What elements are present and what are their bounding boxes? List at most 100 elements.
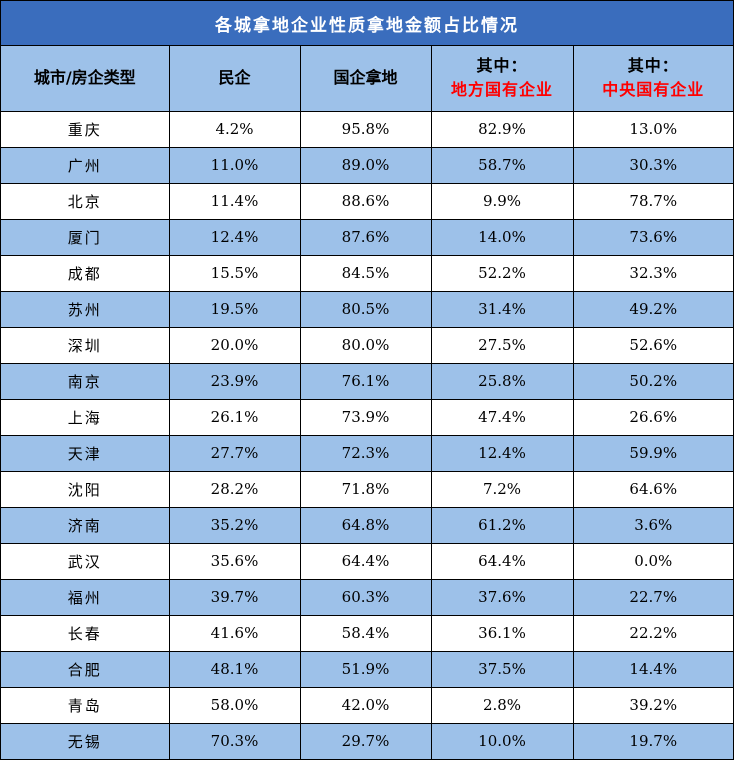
cell-city: 重庆: [1, 111, 170, 148]
header-central-soe: 其中： 中央国有企业: [573, 46, 733, 112]
cell-private: 70.3%: [169, 723, 301, 759]
table-row: 北京 11.4% 88.6% 9.9% 78.7%: [1, 183, 733, 220]
cell-city: 上海: [1, 399, 170, 436]
cell-private: 19.5%: [169, 291, 301, 328]
cell-central-soe: 73.6%: [573, 219, 733, 256]
cell-local-soe: 52.2%: [431, 255, 574, 292]
header-local-soe-prefix: 其中：: [476, 56, 528, 76]
cell-soe: 80.0%: [300, 327, 432, 364]
cell-private: 4.2%: [169, 111, 301, 148]
cell-central-soe: 13.0%: [573, 111, 733, 148]
table-row: 武汉 35.6% 64.4% 64.4% 0.0%: [1, 543, 733, 580]
cell-city: 福州: [1, 579, 170, 616]
cell-private: 11.4%: [169, 183, 301, 220]
cell-soe: 95.8%: [300, 111, 432, 148]
cell-soe: 58.4%: [300, 615, 432, 652]
cell-city: 沈阳: [1, 471, 170, 508]
cell-soe: 72.3%: [300, 435, 432, 472]
cell-private: 23.9%: [169, 363, 301, 400]
cell-city: 南京: [1, 363, 170, 400]
cell-soe: 84.5%: [300, 255, 432, 292]
cell-local-soe: 37.5%: [431, 651, 574, 688]
cell-local-soe: 7.2%: [431, 471, 574, 508]
cell-soe: 64.4%: [300, 543, 432, 580]
cell-city: 深圳: [1, 327, 170, 364]
cell-local-soe: 31.4%: [431, 291, 574, 328]
header-central-soe-label: 中央国有企业: [602, 80, 705, 100]
cell-central-soe: 14.4%: [573, 651, 733, 688]
cell-central-soe: 0.0%: [573, 543, 733, 580]
cell-local-soe: 2.8%: [431, 687, 574, 724]
cell-private: 35.2%: [169, 507, 301, 544]
cell-central-soe: 22.2%: [573, 615, 733, 652]
cell-city: 天津: [1, 435, 170, 472]
cell-local-soe: 27.5%: [431, 327, 574, 364]
header-private: 民企: [169, 46, 301, 112]
cell-city: 成都: [1, 255, 170, 292]
cell-soe: 71.8%: [300, 471, 432, 508]
cell-local-soe: 9.9%: [431, 183, 574, 220]
cell-city: 无锡: [1, 723, 170, 759]
cell-local-soe: 14.0%: [431, 219, 574, 256]
header-soe: 国企拿地: [300, 46, 432, 112]
cell-private: 39.7%: [169, 579, 301, 616]
cell-soe: 29.7%: [300, 723, 432, 759]
cell-local-soe: 10.0%: [431, 723, 574, 759]
header-city-type: 城市/房企类型: [1, 46, 170, 112]
cell-local-soe: 12.4%: [431, 435, 574, 472]
cell-soe: 42.0%: [300, 687, 432, 724]
header-local-soe: 其中： 地方国有企业: [431, 46, 574, 112]
cell-private: 48.1%: [169, 651, 301, 688]
cell-local-soe: 64.4%: [431, 543, 574, 580]
table-row: 沈阳 28.2% 71.8% 7.2% 64.6%: [1, 471, 733, 508]
cell-central-soe: 32.3%: [573, 255, 733, 292]
cell-city: 合肥: [1, 651, 170, 688]
table-row: 广州 11.0% 89.0% 58.7% 30.3%: [1, 147, 733, 184]
cell-city: 苏州: [1, 291, 170, 328]
cell-soe: 88.6%: [300, 183, 432, 220]
table-row: 天津 27.7% 72.3% 12.4% 59.9%: [1, 435, 733, 472]
cell-central-soe: 22.7%: [573, 579, 733, 616]
cell-city: 青岛: [1, 687, 170, 724]
cell-central-soe: 78.7%: [573, 183, 733, 220]
cell-central-soe: 59.9%: [573, 435, 733, 472]
table-row: 合肥 48.1% 51.9% 37.5% 14.4%: [1, 651, 733, 688]
cell-local-soe: 36.1%: [431, 615, 574, 652]
cell-central-soe: 52.6%: [573, 327, 733, 364]
cell-central-soe: 26.6%: [573, 399, 733, 436]
cell-central-soe: 3.6%: [573, 507, 733, 544]
cell-central-soe: 30.3%: [573, 147, 733, 184]
table-row: 重庆 4.2% 95.8% 82.9% 13.0%: [1, 111, 733, 148]
cell-local-soe: 82.9%: [431, 111, 574, 148]
land-acquisition-table: 城市/房企类型 民企 国企拿地 其中： 地方国有企业 其中： 中央国有企业 重庆…: [1, 46, 733, 759]
cell-local-soe: 58.7%: [431, 147, 574, 184]
cell-city: 武汉: [1, 543, 170, 580]
cell-soe: 73.9%: [300, 399, 432, 436]
table-title: 各城拿地企业性质拿地金额占比情况: [1, 1, 733, 46]
cell-city: 济南: [1, 507, 170, 544]
cell-local-soe: 25.8%: [431, 363, 574, 400]
cell-soe: 80.5%: [300, 291, 432, 328]
table-row: 无锡 70.3% 29.7% 10.0% 19.7%: [1, 723, 733, 759]
cell-city: 广州: [1, 147, 170, 184]
cell-soe: 89.0%: [300, 147, 432, 184]
cell-private: 15.5%: [169, 255, 301, 292]
cell-soe: 51.9%: [300, 651, 432, 688]
header-row: 城市/房企类型 民企 国企拿地 其中： 地方国有企业 其中： 中央国有企业: [1, 46, 733, 112]
cell-central-soe: 39.2%: [573, 687, 733, 724]
cell-city: 厦门: [1, 219, 170, 256]
cell-private: 35.6%: [169, 543, 301, 580]
cell-local-soe: 47.4%: [431, 399, 574, 436]
table-row: 上海 26.1% 73.9% 47.4% 26.6%: [1, 399, 733, 436]
cell-central-soe: 19.7%: [573, 723, 733, 759]
table-row: 长春 41.6% 58.4% 36.1% 22.2%: [1, 615, 733, 652]
cell-private: 41.6%: [169, 615, 301, 652]
cell-private: 27.7%: [169, 435, 301, 472]
cell-city: 北京: [1, 183, 170, 220]
cell-private: 28.2%: [169, 471, 301, 508]
cell-soe: 60.3%: [300, 579, 432, 616]
cell-local-soe: 61.2%: [431, 507, 574, 544]
cell-local-soe: 37.6%: [431, 579, 574, 616]
table-body: 重庆 4.2% 95.8% 82.9% 13.0% 广州 11.0% 89.0% 58.7% 30…: [1, 111, 733, 759]
